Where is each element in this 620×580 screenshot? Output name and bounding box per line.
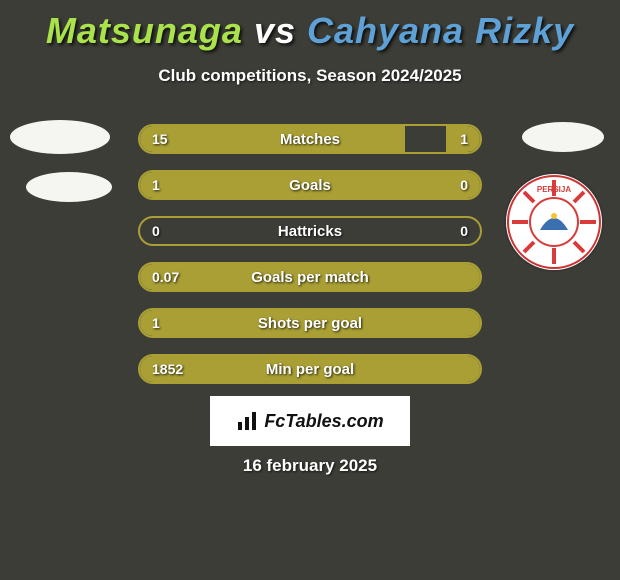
bar-chart-icon bbox=[236, 410, 258, 432]
right-logo-1 bbox=[522, 122, 604, 152]
player-right-name: Cahyana Rizky bbox=[307, 10, 574, 51]
stat-label: Goals bbox=[140, 172, 480, 198]
stat-row: 00Hattricks bbox=[138, 216, 482, 246]
persija-badge-icon: PERSIJA bbox=[506, 174, 602, 270]
stat-row: 0.07Goals per match bbox=[138, 262, 482, 292]
date-text: 16 february 2025 bbox=[0, 456, 620, 476]
subtitle: Club competitions, Season 2024/2025 bbox=[0, 66, 620, 86]
club-badge: PERSIJA bbox=[506, 174, 602, 270]
brand-text: FcTables.com bbox=[264, 411, 383, 432]
stat-row: 1Shots per goal bbox=[138, 308, 482, 338]
stat-label: Hattricks bbox=[140, 218, 480, 244]
stat-label: Goals per match bbox=[140, 264, 480, 290]
comparison-title: Matsunaga vs Cahyana Rizky bbox=[0, 0, 620, 52]
stats-bars: 151Matches 10Goals 00Hattricks 0.07Goals pe… bbox=[138, 124, 482, 400]
stat-label: Min per goal bbox=[140, 356, 480, 382]
stat-row: 151Matches bbox=[138, 124, 482, 154]
stat-label: Matches bbox=[140, 126, 480, 152]
stat-row: 1852Min per goal bbox=[138, 354, 482, 384]
left-logo-2 bbox=[26, 172, 112, 202]
stat-label: Shots per goal bbox=[140, 310, 480, 336]
vs-text: vs bbox=[254, 10, 296, 51]
stat-row: 10Goals bbox=[138, 170, 482, 200]
left-logo-1 bbox=[10, 120, 110, 154]
player-left-name: Matsunaga bbox=[46, 10, 243, 51]
brand-box: FcTables.com bbox=[210, 396, 410, 446]
badge-team-text: PERSIJA bbox=[537, 185, 571, 194]
